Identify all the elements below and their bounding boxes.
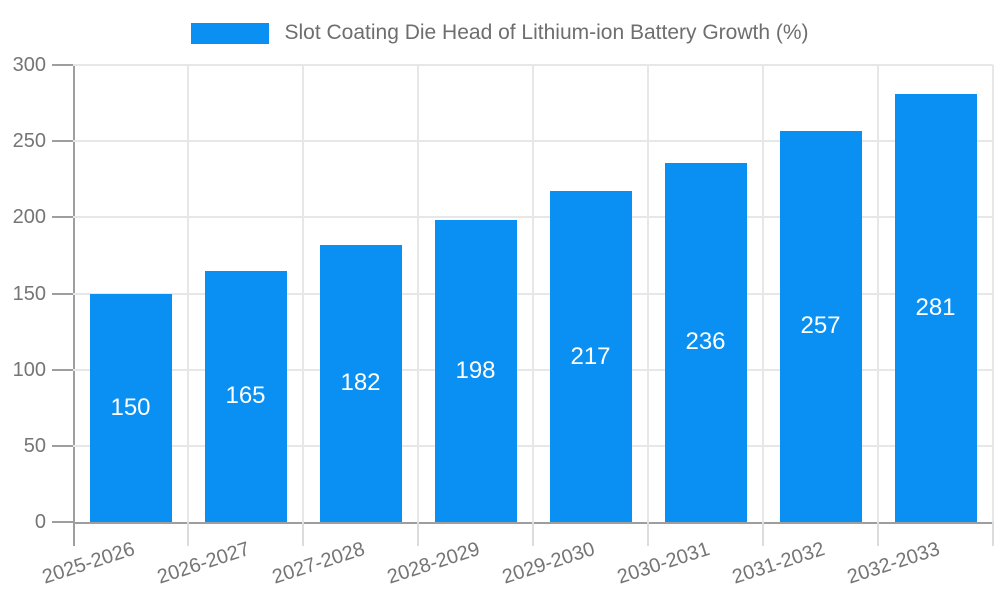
y-tick bbox=[52, 64, 73, 66]
x-tick-label: 2030-2031 bbox=[614, 538, 713, 589]
y-tick bbox=[52, 216, 73, 219]
x-tick-label: 2028-2029 bbox=[384, 538, 483, 589]
legend-label: Slot Coating Die Head of Lithium-ion Bat… bbox=[284, 21, 809, 44]
legend-item[interactable]: Slot Coating Die Head of Lithium-ion Bat… bbox=[0, 21, 1000, 45]
x-tick-label: 2025-2026 bbox=[39, 538, 138, 589]
x-tick-label: 2027-2028 bbox=[269, 538, 368, 589]
x-tick bbox=[762, 522, 764, 546]
bar-value-label: 165 bbox=[225, 382, 266, 410]
y-tick-label: 250 bbox=[12, 130, 46, 153]
bar-value-label: 236 bbox=[685, 328, 726, 356]
y-tick-label: 300 bbox=[12, 54, 46, 76]
x-tick-label: 2031-2032 bbox=[729, 538, 828, 589]
y-axis-line bbox=[73, 65, 75, 546]
x-tick bbox=[877, 522, 879, 546]
bar-value-label: 182 bbox=[340, 369, 381, 397]
x-gridline bbox=[417, 65, 419, 522]
y-tick bbox=[52, 140, 73, 143]
bar: 198 bbox=[434, 220, 517, 522]
x-gridline bbox=[877, 65, 879, 522]
bar: 150 bbox=[89, 293, 172, 522]
bar: 217 bbox=[549, 191, 632, 522]
x-tick bbox=[302, 522, 304, 546]
legend-swatch bbox=[191, 22, 270, 44]
x-tick bbox=[532, 522, 534, 546]
y-tick-label: 50 bbox=[23, 434, 46, 457]
x-tick bbox=[647, 522, 649, 546]
x-gridline bbox=[532, 65, 534, 522]
bar: 182 bbox=[319, 244, 402, 522]
x-gridline bbox=[992, 65, 994, 522]
y-tick bbox=[52, 368, 73, 371]
x-gridline bbox=[187, 65, 189, 522]
bar-value-label: 150 bbox=[110, 393, 151, 421]
x-tick bbox=[187, 522, 189, 546]
x-gridline bbox=[302, 65, 304, 522]
bar: 257 bbox=[779, 130, 862, 522]
x-tick-label: 2026-2027 bbox=[154, 538, 253, 589]
y-tick-label: 150 bbox=[12, 282, 46, 305]
bar-value-label: 198 bbox=[455, 357, 496, 385]
x-gridline bbox=[647, 65, 649, 522]
y-tick-label: 100 bbox=[12, 358, 46, 381]
x-tick-label: 2029-2030 bbox=[499, 538, 598, 589]
bar-value-label: 217 bbox=[570, 342, 611, 370]
bar-value-label: 281 bbox=[915, 293, 956, 321]
bar: 281 bbox=[894, 93, 977, 522]
bar-value-label: 257 bbox=[800, 312, 841, 340]
y-tick bbox=[52, 521, 73, 523]
x-gridline bbox=[762, 65, 764, 522]
bar: 165 bbox=[204, 270, 287, 522]
x-tick-label: 2032-2033 bbox=[844, 538, 943, 589]
x-tick bbox=[417, 522, 419, 546]
plot-area: 0 50 100 150 200 250 300 150 165 182 198 217 236 257 2… bbox=[13, 55, 994, 546]
y-tick bbox=[52, 444, 73, 447]
x-tick bbox=[992, 522, 994, 546]
bar: 236 bbox=[664, 162, 747, 522]
y-tick-label: 200 bbox=[12, 206, 46, 229]
y-tick-label: 0 bbox=[34, 511, 46, 533]
y-tick bbox=[52, 292, 73, 295]
